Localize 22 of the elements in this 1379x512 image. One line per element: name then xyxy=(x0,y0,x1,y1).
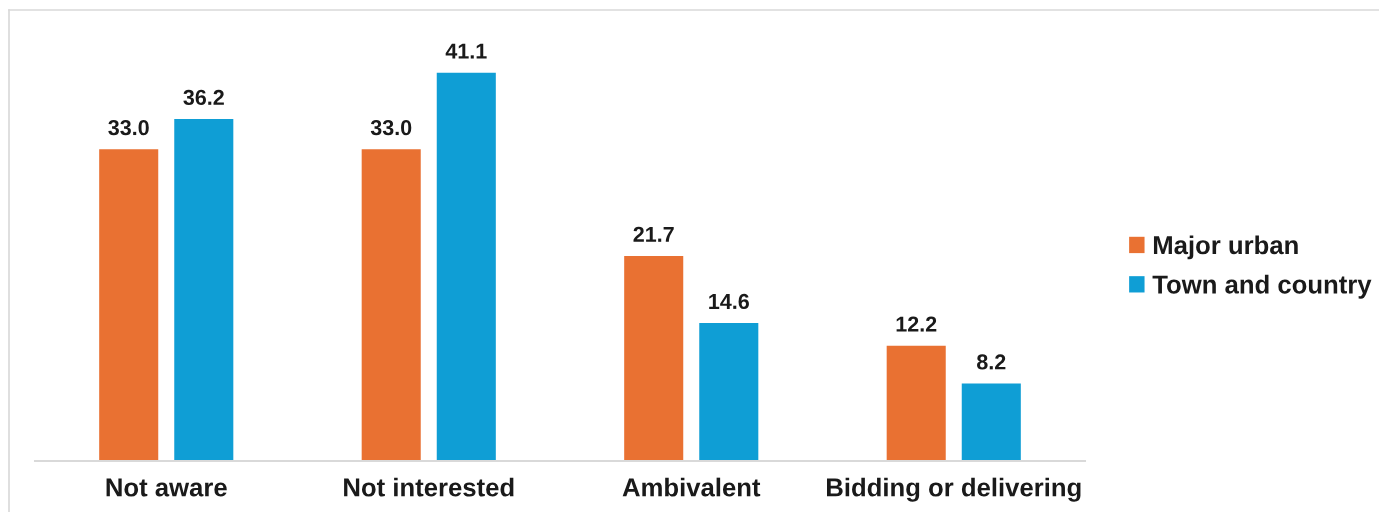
bar xyxy=(961,383,1021,461)
data-label: 21.7 xyxy=(633,226,674,242)
x-tick-label: Bidding or delivering xyxy=(827,477,1081,502)
data-label: 41.1 xyxy=(445,43,487,59)
data-label: 33.0 xyxy=(108,120,149,136)
data-label: 14.6 xyxy=(709,293,749,310)
x-tick-label: Ambivalent xyxy=(622,477,761,497)
data-label: 12.2 xyxy=(896,316,937,332)
x-tick-label: Not aware xyxy=(106,478,227,497)
bar xyxy=(361,149,421,461)
data-label: 33.0 xyxy=(370,120,412,136)
data-label: 36.2 xyxy=(183,89,224,106)
bar xyxy=(174,119,234,461)
bar xyxy=(699,323,759,461)
bar xyxy=(436,72,496,461)
bar xyxy=(886,345,946,461)
legend-label: Town and country xyxy=(1152,274,1372,299)
x-tick-label: Not interested xyxy=(344,477,514,497)
data-label: 8.2 xyxy=(977,354,1006,370)
legend-label: Major urban xyxy=(1153,235,1298,260)
bar xyxy=(624,255,684,461)
bar xyxy=(99,149,159,461)
